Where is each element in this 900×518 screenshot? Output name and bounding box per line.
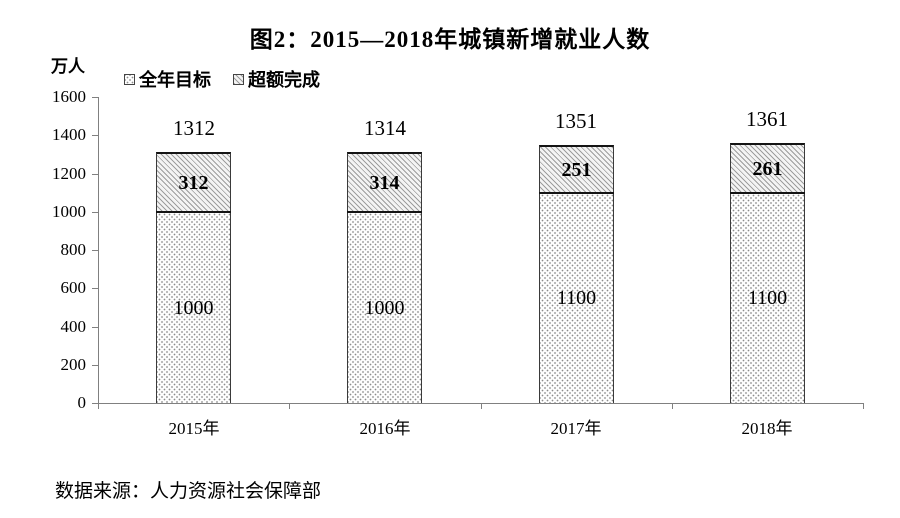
chart-title: 图2：2015—2018年城镇新增就业人数 — [249, 27, 651, 52]
y-axis-tick-label: 0 — [77, 393, 87, 412]
bar-segment-target: 1000 — [347, 212, 422, 403]
bar-segment-divider — [539, 192, 614, 194]
x-axis-tick — [863, 403, 864, 409]
bar-segment-target: 1100 — [730, 193, 805, 403]
bar-segment-exceeded: 314 — [347, 152, 422, 212]
bar-segment-exceeded-value: 312 — [178, 172, 209, 194]
y-axis-tick — [92, 174, 98, 175]
legend: 全年目标 超额完成 — [124, 66, 320, 92]
y-axis-tick — [92, 97, 98, 98]
bar-segment-target-value: 1100 — [747, 287, 788, 309]
x-axis-category-label: 2018年 — [741, 419, 793, 438]
bar-segment-exceeded: 251 — [539, 145, 614, 193]
legend-label-target: 全年目标 — [139, 70, 211, 90]
bar-segment-target: 1100 — [539, 193, 614, 403]
legend-item-target: 全年目标 — [124, 66, 211, 92]
bar-segment-exceeded-value: 314 — [369, 172, 400, 194]
y-axis-tick — [92, 250, 98, 251]
y-axis-tick — [92, 212, 98, 213]
y-axis-tick-label: 600 — [60, 278, 87, 297]
y-axis-tick — [92, 403, 98, 404]
x-axis-tick — [289, 403, 290, 409]
y-axis-line — [98, 97, 99, 403]
y-axis-tick-label: 1600 — [52, 87, 86, 106]
bar-total-label: 1361 — [746, 107, 788, 131]
legend-item-exceeded: 超额完成 — [233, 66, 320, 92]
bar-segment-divider — [156, 211, 231, 213]
y-axis-tick — [92, 365, 98, 366]
bar-segment-target-value: 1100 — [556, 287, 597, 309]
x-axis-tick — [672, 403, 673, 409]
bar-segment-exceeded: 261 — [730, 143, 805, 193]
bar-segment-exceeded-value: 251 — [561, 159, 592, 181]
x-axis-category-label: 2015年 — [168, 419, 220, 438]
y-axis-tick — [92, 288, 98, 289]
bar-total-label: 1312 — [173, 116, 215, 140]
bar-segment-exceeded-value: 261 — [752, 158, 783, 180]
x-axis-tick — [481, 403, 482, 409]
x-axis-category-label: 2017年 — [550, 419, 602, 438]
bar-segment-target-value: 1000 — [173, 296, 214, 319]
source-note: 数据来源：人力资源社会保障部 — [55, 481, 322, 502]
y-axis-tick-label: 400 — [60, 317, 87, 336]
bar-segment-exceeded: 312 — [156, 152, 231, 212]
y-axis-tick-label: 1400 — [52, 125, 86, 144]
legend-swatch-hatch-icon — [233, 73, 244, 85]
bar-segment-target: 1000 — [156, 212, 231, 403]
y-axis-tick-label: 200 — [60, 355, 87, 374]
legend-swatch-dots-icon — [124, 73, 135, 85]
bar-total-label: 1351 — [555, 109, 597, 133]
y-axis-tick-label: 1000 — [52, 202, 86, 221]
legend-label-exceeded: 超额完成 — [248, 70, 320, 90]
bar-segment-target-value: 1000 — [364, 296, 405, 319]
x-axis-tick — [98, 403, 99, 409]
y-axis-tick — [92, 327, 98, 328]
y-axis-tick-label: 1200 — [52, 164, 86, 183]
x-axis-category-label: 2016年 — [359, 419, 411, 438]
bar-segment-divider — [730, 192, 805, 194]
y-axis-unit-label: 万人 — [51, 57, 85, 76]
y-axis-tick — [92, 135, 98, 136]
y-axis-tick-label: 800 — [60, 240, 87, 259]
bar-segment-divider — [347, 211, 422, 213]
bar-total-label: 1314 — [364, 116, 406, 140]
